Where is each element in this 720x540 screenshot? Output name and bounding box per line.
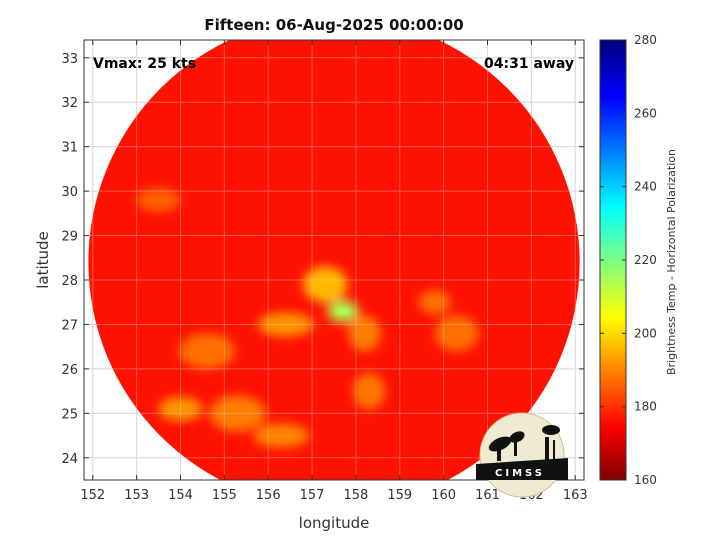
x-tick-label: 153: [124, 488, 149, 503]
colorbar-tick-label: 160: [634, 473, 657, 487]
warm-feature: [178, 333, 235, 370]
time-away-annotation: 04:31 away: [484, 56, 574, 72]
warm-feature: [158, 396, 203, 421]
y-tick-label: 31: [61, 141, 78, 156]
colorbar-tick-label: 220: [634, 253, 657, 267]
colorbar-ticks: 280 260 240 220 200 180 160: [600, 33, 657, 487]
x-tick-label: 158: [344, 488, 369, 503]
y-axis-label: latitude: [34, 231, 52, 289]
x-axis-label: longitude: [299, 514, 370, 532]
y-tick-label: 30: [61, 185, 78, 200]
vmax-annotation: Vmax: 25 kts: [93, 56, 196, 72]
y-tick-label: 33: [61, 52, 78, 67]
colorbar-tick-label: 200: [634, 326, 657, 340]
y-tick-label: 28: [61, 274, 78, 289]
y-tick-label: 32: [61, 96, 78, 111]
cimss-logo: CIMSS: [476, 412, 568, 498]
feature-layer: [136, 188, 479, 448]
warm-feature: [136, 188, 181, 212]
x-tick-label: 155: [212, 488, 237, 503]
plot-frame: [83, 39, 585, 481]
x-tick-label: 156: [256, 488, 281, 503]
warm-feature: [253, 423, 310, 448]
x-tick-label: 163: [563, 488, 588, 503]
x-tick-label: 152: [80, 488, 105, 503]
x-tick-label: 157: [300, 488, 325, 503]
y-tick-label: 25: [61, 407, 78, 422]
logo-text: CIMSS: [495, 468, 545, 479]
warm-feature: [353, 373, 386, 410]
warm-feature: [434, 315, 479, 352]
colorbar-tick-label: 280: [634, 33, 657, 47]
y-tick-label: 29: [61, 230, 78, 245]
warm-feature: [348, 315, 381, 352]
microwave-swath: [88, 40, 580, 480]
y-axis: 24 25 26 27 28 29 30 31 32 33: [61, 52, 584, 467]
warm-feature: [303, 266, 348, 303]
x-tick-label: 154: [168, 488, 193, 503]
y-tick-label: 27: [61, 318, 78, 333]
x-tick-label: 160: [431, 488, 456, 503]
chart-title: Fifteen: 06-Aug-2025 00:00:00: [204, 16, 463, 34]
y-tick-label: 26: [61, 363, 78, 378]
colorbar-tick-label: 240: [634, 180, 657, 194]
x-tick-label: 161: [475, 488, 500, 503]
core-feature: [335, 307, 350, 316]
x-tick-label: 159: [387, 488, 412, 503]
warm-feature: [209, 395, 266, 432]
colorbar: [599, 39, 627, 481]
y-tick-label: 24: [61, 452, 78, 467]
colorbar-tick-label: 260: [634, 106, 657, 120]
colorbar-label: Brightness Temp - Horizontal Polarizatio…: [665, 149, 678, 375]
warm-feature: [257, 312, 314, 337]
warm-feature: [418, 290, 451, 315]
colorbar-tick-label: 180: [634, 400, 657, 414]
